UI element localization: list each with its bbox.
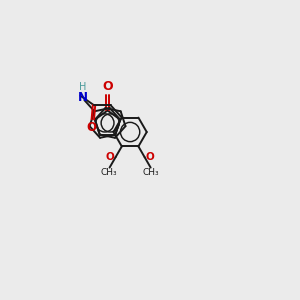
Text: CH₃: CH₃ — [101, 168, 117, 177]
Text: O: O — [106, 152, 115, 162]
Text: O: O — [146, 152, 154, 163]
Text: O: O — [86, 121, 96, 134]
Text: N: N — [77, 92, 87, 104]
Text: CH₃: CH₃ — [143, 168, 159, 177]
Text: O: O — [102, 80, 113, 93]
Text: H: H — [79, 82, 86, 92]
